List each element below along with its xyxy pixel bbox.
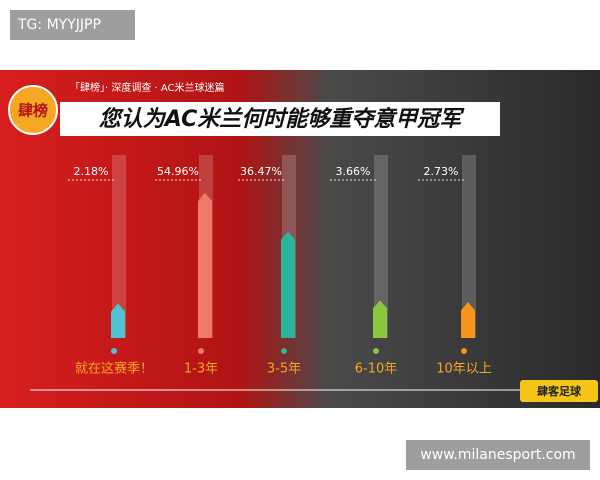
badge: 肆榜 <box>18 102 48 120</box>
subtitle: 「肆榜」· 深度调查 · AC米兰球迷篇 <box>70 81 225 94</box>
category-label: 3-5年 <box>267 362 301 377</box>
value-label: 2.73% <box>424 165 459 178</box>
category-label: 就在这赛季！ <box>75 361 153 377</box>
value-label: 36.47% <box>240 165 282 178</box>
title-box <box>60 102 500 136</box>
bar-track <box>112 155 126 338</box>
chart-title: 您认为AC米兰何时能够重夺意甲冠军 <box>99 106 465 132</box>
value-label: 2.18% <box>74 165 109 178</box>
bar-track <box>462 155 476 338</box>
brand-box <box>520 380 598 402</box>
category-dot <box>373 348 379 354</box>
site-box <box>406 440 590 470</box>
category-label: 10年以上 <box>436 362 492 377</box>
bar <box>111 303 125 338</box>
watermark-box <box>10 10 135 40</box>
value-label: 3.66% <box>336 165 371 178</box>
bar <box>281 231 295 338</box>
value-label: 54.96% <box>157 165 199 178</box>
category-dot <box>198 348 204 354</box>
category-label: 6-10年 <box>355 362 398 377</box>
bar-track <box>374 155 388 338</box>
category-label: 1-3年 <box>184 362 218 377</box>
category-dot <box>111 348 117 354</box>
brand: 肆客足球 <box>537 384 582 398</box>
site: www.milanesport.com <box>420 447 575 463</box>
bar <box>373 300 387 338</box>
badge-circle <box>8 85 58 135</box>
bar <box>461 302 475 338</box>
bar <box>198 193 212 338</box>
watermark: TG: MYYJJPP <box>17 17 101 33</box>
category-dot <box>281 348 287 354</box>
category-dot <box>461 348 467 354</box>
